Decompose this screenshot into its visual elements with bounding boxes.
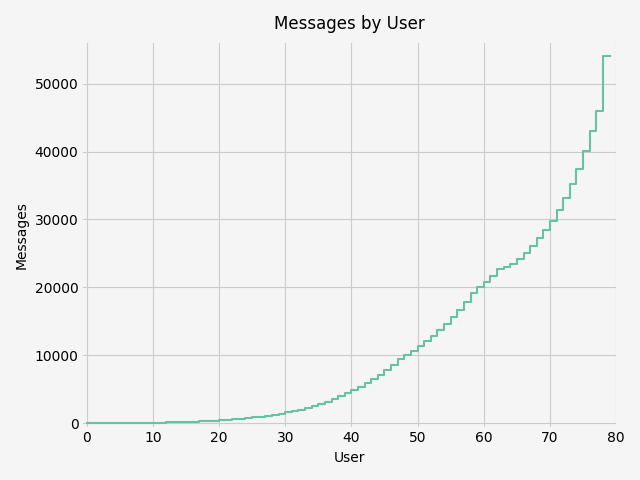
Title: Messages by User: Messages by User	[275, 15, 425, 33]
X-axis label: User: User	[334, 451, 365, 465]
Y-axis label: Messages: Messages	[15, 201, 29, 269]
